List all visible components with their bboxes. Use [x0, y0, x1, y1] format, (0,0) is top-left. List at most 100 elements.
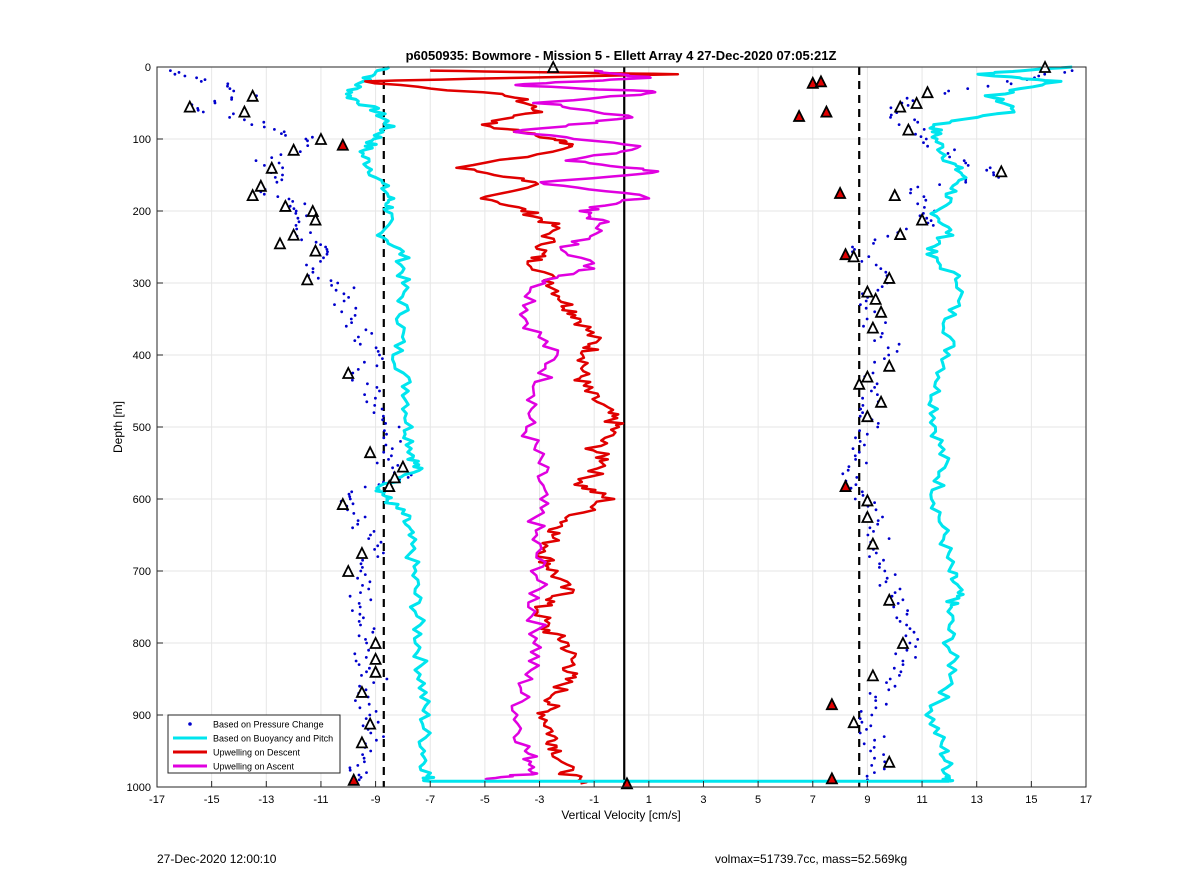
pressure_ascent-point [905, 227, 908, 231]
pressure_ascent-point [879, 335, 883, 339]
pressure_ascent-point [924, 198, 928, 202]
pressure_ascent-point [866, 533, 870, 537]
pressure_ascent-point [888, 677, 892, 681]
pressure_ascent-point [854, 436, 857, 440]
pressure_descent-point [288, 204, 292, 208]
pressure_descent-point [352, 286, 356, 290]
pressure_ascent-point [873, 339, 876, 342]
pressure_descent-point [367, 587, 371, 591]
pressure_ascent-point [886, 346, 890, 350]
x-tick-label: -17 [149, 794, 165, 806]
pressure_ascent-point [1043, 72, 1047, 76]
pressure_descent-point [373, 404, 377, 407]
pressure_descent-point [382, 436, 386, 440]
pressure_descent-point [385, 677, 389, 681]
pressure_ascent-point [883, 569, 887, 573]
pressure_ascent-point [865, 774, 869, 778]
pressure_descent-point [372, 530, 376, 533]
pressure_ascent-point [916, 202, 920, 206]
buoyancy_descent-line [344, 65, 436, 783]
pressure_ascent-point [923, 206, 926, 209]
triangle-marker [847, 249, 861, 263]
pressure_descent-point [381, 418, 384, 422]
triangle-marker [814, 74, 828, 88]
pressure_ascent-point [883, 357, 886, 360]
pressure_descent-point [358, 706, 362, 710]
triangle-marker [287, 227, 301, 241]
pressure_ascent-point [863, 443, 866, 447]
pressure_descent-point [361, 566, 364, 569]
x-tick-label: 11 [916, 794, 927, 806]
triangle-marker [874, 304, 888, 318]
pressure_ascent-point [905, 623, 908, 627]
pressure_ascent-point [916, 185, 920, 189]
pressure_ascent-point [860, 490, 864, 494]
pressure_ascent-point [929, 219, 933, 223]
pressure_descent-point [374, 710, 378, 713]
pressure_descent-point [369, 749, 373, 753]
x-tick-label: -11 [313, 794, 328, 806]
triangle-marker [860, 493, 874, 507]
x-tick-label: -3 [535, 794, 545, 806]
pressure_ascent-point [908, 627, 912, 630]
pressure_ascent-point [925, 216, 929, 220]
pressure_ascent-point [893, 573, 897, 576]
pressure_ascent-point [897, 342, 901, 346]
pressure_descent-point [358, 684, 361, 688]
legend-label: Upwelling on Descent [213, 748, 301, 758]
pressure_descent-point [365, 771, 368, 774]
pressure_ascent-point [884, 270, 888, 274]
pressure_ascent-point [873, 756, 876, 760]
pressure_ascent-point [1070, 69, 1074, 72]
pressure_descent-point [361, 753, 364, 756]
pressure_descent-point [203, 78, 207, 81]
pressure_ascent-point [841, 472, 845, 476]
pressure_ascent-point [906, 609, 909, 612]
pressure_descent-point [262, 120, 266, 124]
pressure_ascent-point [1005, 80, 1009, 83]
pressure_ascent-point [874, 695, 877, 699]
pressure_descent-point [396, 464, 400, 467]
triangle-marker [363, 445, 377, 459]
pressure_ascent-point [858, 717, 862, 720]
pressure_descent-point [367, 702, 371, 706]
pressure_descent-point [374, 346, 378, 350]
pressure_descent-point [348, 768, 352, 772]
y-tick-label: 800 [133, 638, 151, 650]
pressure_descent-point [330, 284, 333, 287]
pressure_ascent-point [908, 641, 912, 645]
pressure_descent-point [373, 548, 376, 551]
pressure_ascent-point [1037, 74, 1041, 78]
pressure_descent-point [363, 573, 367, 576]
pressure_descent-point [348, 497, 352, 501]
pressure_ascent-point [887, 688, 891, 692]
pressure_descent-point [291, 200, 295, 203]
pressure_descent-point [201, 110, 205, 114]
pressure_ascent-point [887, 537, 891, 540]
pressure_ascent-point [867, 255, 871, 258]
pressure_descent-point [230, 98, 234, 101]
pressure_ascent-point [873, 386, 876, 389]
pressure_descent-point [367, 537, 371, 540]
pressure_descent-point [380, 407, 384, 411]
triangle-marker [265, 160, 279, 174]
pressure_ascent-point [854, 458, 857, 461]
triangle-marker [254, 178, 268, 192]
x-tick-label: -13 [258, 794, 274, 806]
pressure_ascent-point [874, 263, 878, 267]
pressure_descent-point [326, 250, 329, 254]
pressure_descent-point [359, 623, 362, 627]
pressure_ascent-point [873, 738, 876, 742]
pressure_ascent-point [924, 137, 928, 141]
pressure_ascent-point [869, 724, 873, 728]
pressure_descent-point [375, 738, 378, 742]
pressure_descent-point [357, 778, 361, 782]
pressure_descent-point [365, 670, 368, 674]
pressure_descent-point [383, 429, 386, 432]
pressure_descent-point [262, 125, 266, 129]
pressure_descent-point [262, 192, 266, 196]
triangle-marker [355, 545, 369, 559]
pressure_descent-point [358, 342, 362, 346]
pressure_descent-point [351, 378, 354, 382]
x-tick-label: -5 [480, 794, 490, 806]
